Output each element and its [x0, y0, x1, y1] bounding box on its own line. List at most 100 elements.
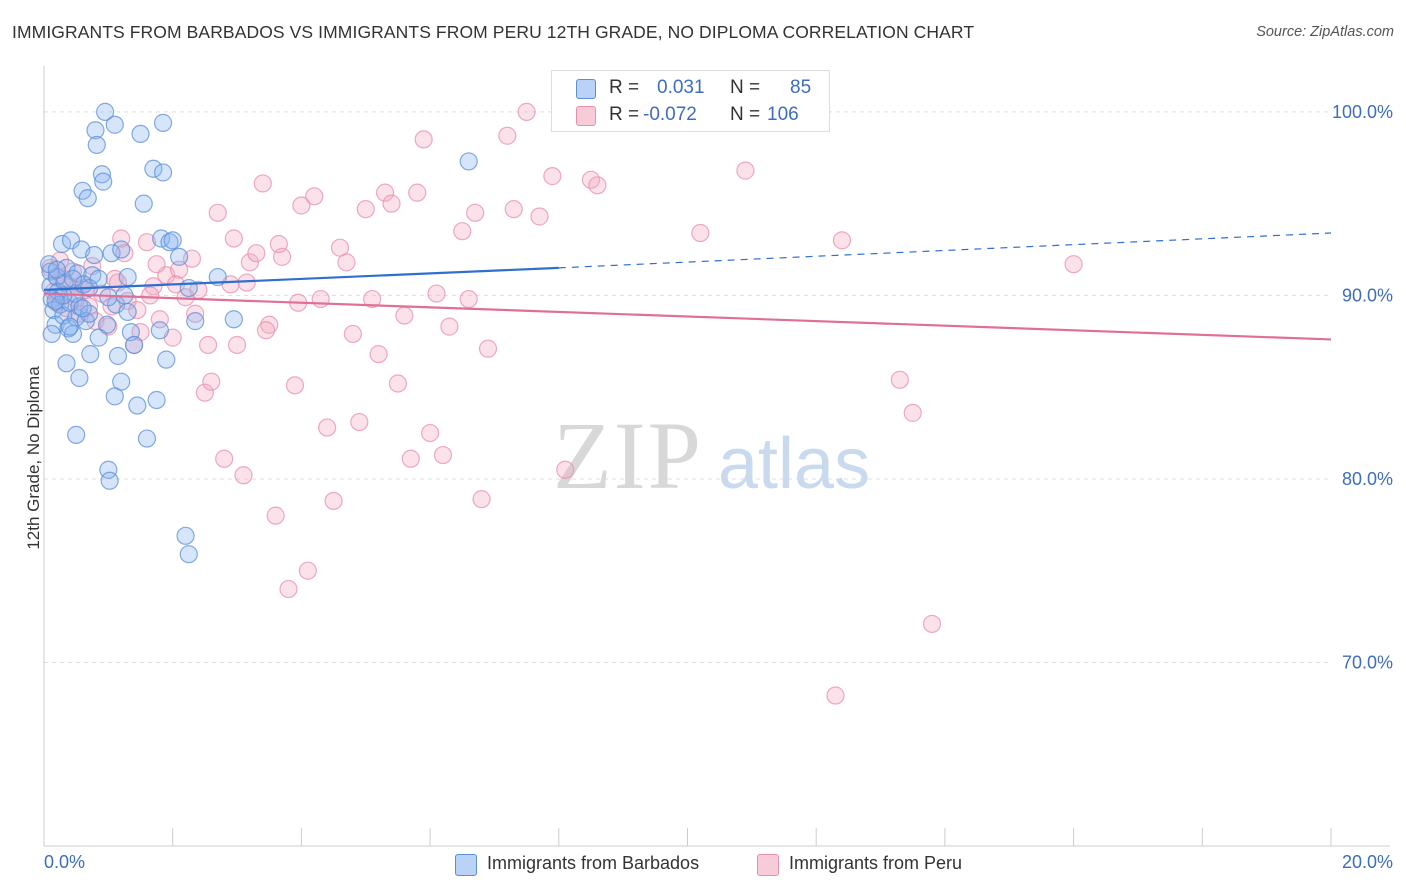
trend-lines: [43, 232, 1332, 341]
point-barbados: [61, 231, 81, 250]
point-barbados: [47, 260, 66, 279]
x-tick-label: 0.0%: [44, 852, 85, 872]
point-barbados: [160, 233, 179, 252]
point-peru: [588, 176, 607, 195]
point-barbados: [105, 115, 124, 134]
point-peru: [137, 233, 157, 252]
legend-swatch-peru: [576, 106, 596, 126]
point-peru: [472, 490, 491, 509]
point-peru: [215, 449, 234, 468]
trend-line-peru: [43, 292, 1332, 341]
point-barbados: [112, 372, 131, 391]
point-barbados: [52, 234, 72, 254]
point-barbados: [118, 267, 137, 287]
point-peru: [453, 222, 472, 241]
point-barbados: [144, 159, 163, 178]
point-barbados: [128, 396, 147, 415]
point-barbados: [99, 288, 118, 307]
point-peru: [530, 207, 549, 226]
point-barbados: [153, 113, 173, 132]
point-barbados: [85, 245, 104, 265]
point-peru: [414, 130, 433, 149]
point-peru: [375, 183, 395, 202]
axes: [43, 66, 1390, 847]
point-barbados: [137, 429, 157, 448]
legend-n-value: 106: [767, 104, 799, 125]
point-peru: [433, 445, 453, 465]
x-tick-label: 20.0%: [1342, 852, 1393, 872]
point-barbados: [70, 368, 89, 388]
point-barbados: [150, 321, 169, 340]
point-peru: [224, 229, 243, 248]
point-barbados: [118, 302, 137, 322]
point-peru: [247, 244, 266, 263]
point-peru: [285, 376, 305, 395]
legend-r-label: R =: [609, 77, 640, 98]
point-peru: [691, 223, 710, 243]
point-peru: [279, 579, 298, 599]
point-peru: [318, 418, 337, 437]
point-peru: [517, 102, 536, 121]
point-peru: [350, 412, 369, 432]
point-peru: [440, 317, 459, 336]
point-peru: [369, 345, 388, 364]
legend-n-value: 85: [790, 77, 812, 98]
point-barbados: [134, 194, 153, 213]
legend-n-label: N =: [730, 77, 761, 98]
point-peru: [504, 200, 523, 219]
bottom-legend-barbados: Immigrants from Barbados: [455, 852, 735, 878]
bottom-legend-label: Immigrants from Peru: [789, 853, 963, 873]
point-peru: [388, 374, 408, 393]
point-peru: [543, 167, 562, 186]
point-barbados: [92, 165, 112, 184]
watermark: ZIP atlas: [553, 402, 870, 509]
point-peru: [408, 183, 427, 202]
point-barbados: [179, 278, 198, 298]
point-peru: [311, 289, 330, 309]
gridlines: [44, 111, 1331, 663]
point-barbados: [63, 269, 83, 288]
y-tick-label: 90.0%: [1342, 285, 1393, 305]
point-barbados: [60, 317, 79, 336]
y-tick-label: 100.0%: [1332, 102, 1393, 122]
legend-row-peru: R = -0.072 N = 106: [552, 101, 829, 129]
point-peru: [141, 286, 160, 305]
point-peru: [556, 460, 575, 479]
point-peru: [147, 255, 166, 274]
point-barbados: [108, 346, 128, 366]
legend: R = 0.031 N = 85 R = -0.072 N = 106: [551, 70, 830, 132]
point-peru: [890, 370, 909, 389]
point-peru: [382, 194, 401, 213]
point-peru: [498, 126, 517, 145]
point-peru: [269, 234, 288, 254]
point-barbados: [163, 231, 182, 250]
point-barbados: [78, 189, 97, 208]
trend-line-barbados-extrapolated: [558, 232, 1332, 269]
point-peru: [363, 289, 382, 309]
point-peru: [826, 686, 845, 705]
point-barbados: [170, 247, 189, 266]
bottom-legend-swatch-peru: [757, 854, 779, 876]
bottom-legend-peru: Immigrants from Peru: [757, 852, 997, 878]
legend-swatch-barbados: [576, 79, 596, 99]
point-barbados: [224, 310, 243, 329]
point-barbados: [459, 152, 478, 171]
point-peru: [208, 203, 227, 222]
point-peru: [736, 161, 755, 180]
point-peru: [240, 253, 260, 272]
point-peru: [266, 506, 285, 525]
point-peru: [227, 335, 247, 355]
point-peru: [343, 324, 362, 344]
point-peru: [324, 491, 343, 511]
y-axis-label: 12th Grade, No Diploma: [24, 366, 43, 550]
legend-r-label: R =: [609, 104, 640, 125]
point-peru: [922, 614, 942, 634]
point-peru: [427, 284, 446, 303]
y-tick-label: 70.0%: [1342, 652, 1393, 672]
trend-line-barbados: [43, 266, 559, 292]
tick-labels: 70.0% 80.0% 90.0% 100.0% 0.0% 20.0%: [44, 102, 1393, 872]
point-barbados: [100, 471, 119, 490]
legend-r-value: 0.031: [657, 77, 705, 98]
point-peru: [356, 200, 375, 219]
